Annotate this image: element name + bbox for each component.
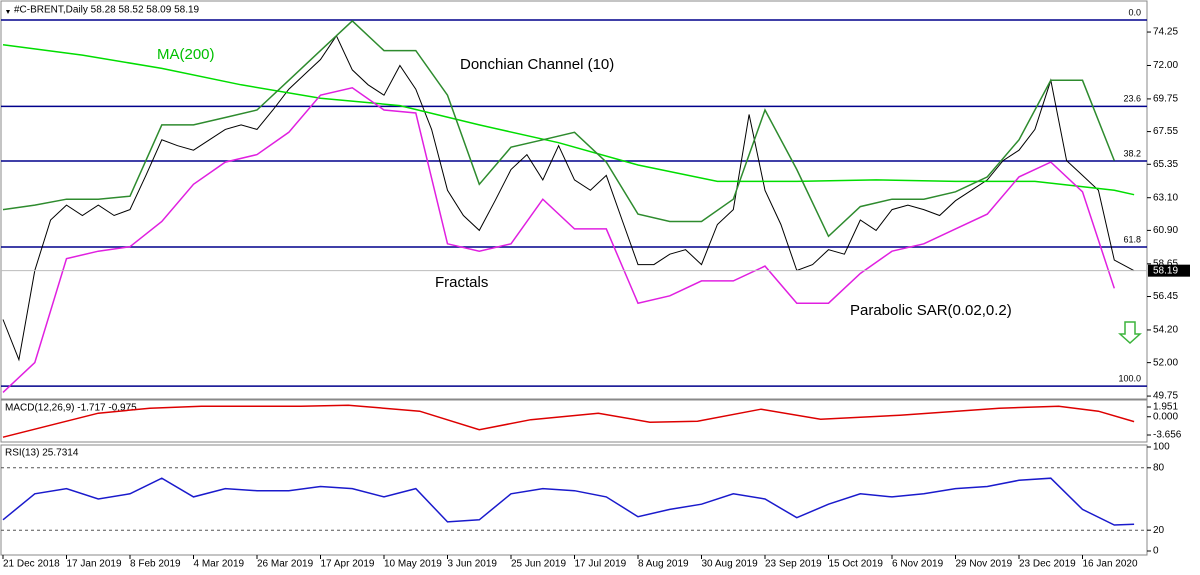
y-tick-label: 52.00 (1153, 357, 1178, 368)
y-tick-label: 20 (1153, 525, 1165, 536)
x-tick-label: 30 Aug 2019 (702, 559, 759, 570)
down-arrow (1118, 321, 1142, 345)
series-line (2, 404, 1135, 438)
fib-label: 0.0 (1128, 7, 1141, 17)
x-tick-label: 29 Nov 2019 (956, 559, 1013, 570)
y-tick-label: 0.000 (1153, 411, 1178, 422)
x-tick-label: 10 May 2019 (384, 559, 442, 570)
y-tick-label: 65.35 (1153, 159, 1178, 170)
y-tick-label: 69.75 (1153, 94, 1178, 105)
x-tick-label: 15 Oct 2019 (829, 559, 884, 570)
y-tick-label: 0 (1153, 546, 1159, 557)
x-tick-label: 17 Apr 2019 (321, 559, 375, 570)
x-tick-label: 8 Feb 2019 (130, 559, 181, 570)
y-tick-label: 67.55 (1153, 126, 1178, 137)
x-tick-label: 8 Aug 2019 (638, 559, 689, 570)
series-line (2, 86, 1116, 393)
series-line (2, 477, 1135, 526)
menu-icon (6, 10, 10, 14)
x-tick-label: 3 Jun 2019 (448, 559, 498, 570)
fib-label: 100.0 (1118, 373, 1141, 383)
y-tick-label: 54.20 (1153, 325, 1178, 336)
x-tick-label: 26 Mar 2019 (257, 559, 314, 570)
annotation: MA(200) (157, 46, 215, 63)
fib-label: 23.6 (1123, 94, 1141, 104)
x-tick-label: 23 Dec 2019 (1019, 559, 1076, 570)
macd-frame (0, 399, 1148, 443)
x-tick-label: 21 Dec 2018 (3, 559, 60, 570)
x-tick-label: 23 Sep 2019 (765, 559, 822, 570)
annotation: Donchian Channel (10) (460, 56, 614, 73)
series-line (2, 19, 1115, 238)
series-line (2, 34, 1135, 362)
y-tick-label: 60.90 (1153, 225, 1178, 236)
y-tick-label: 58.65 (1153, 258, 1178, 269)
x-tick-label: 6 Nov 2019 (892, 559, 944, 570)
y-tick-label: 100 (1153, 442, 1170, 453)
annotation: Parabolic SAR(0.02,0.2) (850, 302, 1012, 319)
x-tick-label: 4 Mar 2019 (194, 559, 245, 570)
main-frame (0, 0, 1148, 400)
plot-layer: #C-BRENT,Daily 58.28 58.52 58.09 58.19 74… (1, 5, 1190, 570)
last-price-label: 58.19 (1153, 265, 1178, 276)
panel-title: RSI(13) 25.7314 (5, 448, 79, 459)
last-price-box (1148, 264, 1190, 277)
x-tick-label: 25 Jun 2019 (511, 559, 566, 570)
panel-title: MACD(12,26,9) -1.717 -0.975 (5, 403, 137, 414)
y-tick-label: -3.656 (1153, 430, 1182, 441)
fib-label: 38.2 (1123, 148, 1141, 158)
fib-label: 61.8 (1123, 234, 1141, 244)
x-tick-label: 16 Jan 2020 (1083, 559, 1138, 570)
y-tick-label: 72.00 (1153, 60, 1178, 71)
y-tick-label: 56.45 (1153, 291, 1178, 302)
y-tick-label: 63.10 (1153, 192, 1178, 203)
x-tick-label: 17 Jul 2019 (575, 559, 627, 570)
y-tick-label: 74.25 (1153, 27, 1178, 38)
y-tick-label: 49.75 (1153, 391, 1178, 402)
y-tick-label: 80 (1153, 462, 1165, 473)
panel-title: #C-BRENT,Daily 58.28 58.52 58.09 58.19 (14, 5, 200, 16)
annotation: Fractals (435, 274, 488, 291)
y-tick-label: 1.951 (1153, 402, 1178, 413)
x-tick-label: 17 Jan 2019 (67, 559, 122, 570)
